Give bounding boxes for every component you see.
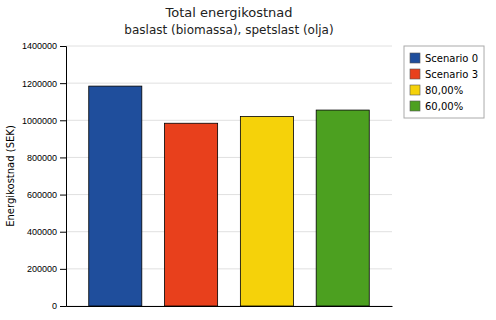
y-tick-mark — [60, 157, 66, 158]
y-tick-label: 0 — [52, 301, 57, 311]
legend: Scenario 0 Scenario 3 80,00% 60,00% — [404, 46, 484, 118]
bars — [89, 86, 370, 306]
y-tick-mark — [60, 195, 66, 196]
grid — [66, 46, 392, 306]
y-tick: 800000 — [27, 153, 66, 163]
legend-item: 80,00% — [410, 85, 463, 96]
y-tick-mark — [60, 232, 66, 233]
y-tick-label: 800000 — [27, 153, 57, 163]
y-tick-mark — [60, 83, 66, 84]
title: Total energikostnad — [164, 5, 292, 20]
y-tick-mark — [60, 46, 66, 47]
legend-item: Scenario 0 — [410, 53, 478, 64]
subtitle: baslast (biomassa), spetslast (olja) — [124, 23, 333, 37]
y-tick-label: 1000000 — [22, 116, 57, 126]
grid-line — [66, 83, 392, 84]
y-tick-mark — [60, 120, 66, 121]
y-axis-title: Energikostnad (SEK) — [5, 125, 16, 227]
y-axis-line — [60, 47, 67, 307]
y-tick: 1400000 — [22, 41, 66, 51]
y-tick-label: 600000 — [27, 190, 57, 200]
y-tick-mark — [60, 269, 66, 270]
chart: 0 200000 400000 600000 800000 1000000 1200000 1… — [0, 0, 496, 320]
legend-swatch — [410, 85, 420, 95]
x-axis — [67, 306, 393, 307]
legend-label: Scenario 0 — [425, 53, 478, 64]
y-tick-mark — [60, 306, 66, 307]
bar — [165, 123, 218, 306]
legend-swatch — [410, 69, 420, 79]
y-tick-label: 400000 — [27, 227, 57, 237]
legend-swatch — [410, 53, 420, 63]
legend-item: 60,00% — [410, 101, 463, 112]
legend-label: Scenario 3 — [425, 69, 478, 80]
bar — [89, 86, 142, 306]
y-tick-label: 1400000 — [22, 41, 57, 51]
legend-item: Scenario 3 — [410, 69, 478, 80]
y-tick: 1200000 — [22, 79, 66, 89]
y-tick-label: 200000 — [27, 264, 57, 274]
legend-frame — [404, 46, 484, 118]
legend-label: 80,00% — [425, 85, 463, 96]
y-tick: 400000 — [27, 227, 66, 237]
y-axis: 0 200000 400000 600000 800000 1000000 1200000 1… — [22, 41, 67, 311]
y-tick: 1000000 — [22, 116, 66, 126]
y-tick: 0 — [52, 301, 66, 311]
y-tick: 200000 — [27, 264, 66, 274]
y-tick: 600000 — [27, 190, 66, 200]
bar — [240, 117, 293, 306]
grid-line — [66, 46, 392, 47]
legend-label: 60,00% — [425, 101, 463, 112]
x-axis-line — [67, 306, 393, 307]
plot: 0 200000 400000 600000 800000 1000000 1200000 1… — [22, 41, 393, 311]
bar — [316, 110, 369, 306]
legend-swatch — [410, 101, 420, 111]
y-tick-label: 1200000 — [22, 79, 57, 89]
